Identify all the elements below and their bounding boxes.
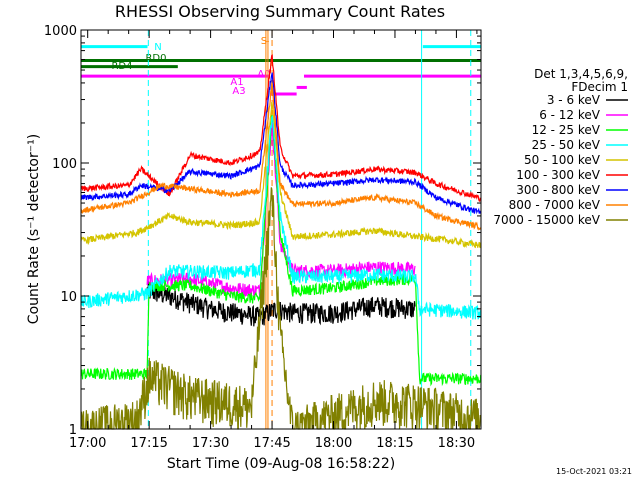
event-marker-label: S <box>261 36 267 47</box>
x-tick-label: 18:15 <box>376 436 413 451</box>
flag-label-n: N <box>154 42 161 53</box>
series-line-25-50-kev <box>80 115 482 320</box>
x-axis-label: Start Time (09-Aug-08 16:58:22) <box>167 456 395 472</box>
y-tick-label: 1 <box>69 423 77 438</box>
legend-label: 12 - 25 keV <box>532 123 601 137</box>
legend-label: 3 - 6 keV <box>547 93 601 107</box>
chart-title: RHESSI Observing Summary Count Rates <box>115 2 445 21</box>
series-line-7000-15000-kev <box>80 187 482 430</box>
series-layer <box>80 54 482 430</box>
series-line-6-12-kev <box>146 118 416 298</box>
legend-subheader: FDecim 1 <box>571 80 628 94</box>
flag-label-rd4: RD4 <box>111 61 132 72</box>
legend-label: 300 - 800 keV <box>516 183 600 197</box>
event-markers-layer: S– <box>147 30 472 429</box>
legend-label: 25 - 50 keV <box>532 138 601 152</box>
event-marker-dash: – <box>265 36 270 47</box>
x-tick-label: 17:00 <box>69 436 106 451</box>
series-line-800-7000-kev <box>80 82 482 231</box>
timestamp: 15-Oct-2021 03:21 <box>556 467 632 476</box>
x-tick-label: 17:45 <box>253 436 290 451</box>
flag-label-a0: A0 <box>257 69 270 80</box>
y-tick-label: 1000 <box>44 24 77 39</box>
legend-label: 800 - 7000 keV <box>509 198 601 212</box>
flag-label-a1: A1 <box>230 77 243 88</box>
series-line-3-6-kev <box>146 281 416 327</box>
x-tick-label: 18:00 <box>315 436 352 451</box>
x-tick-label: 17:15 <box>130 436 167 451</box>
legend-label: 100 - 300 keV <box>516 168 600 182</box>
x-tick-label: 18:30 <box>438 436 475 451</box>
flag-label-rd0: RD0 <box>145 53 166 64</box>
y-tick-label: 100 <box>52 157 77 172</box>
legend-header: Det 1,3,4,5,6,9, <box>534 67 628 81</box>
series-line-50-100-kev <box>80 101 482 249</box>
y-axis-label: Count Rate (s⁻¹ detector⁻¹) <box>26 134 42 324</box>
y-tick-label: 10 <box>60 290 77 305</box>
series-line-300-800-kev <box>80 72 482 215</box>
flag-label-a3: A3 <box>232 86 245 97</box>
legend-label: 7000 - 15000 keV <box>493 213 600 227</box>
axes-layer: 17:00 17:15 17:30 17:45 18:00 18:15 18:30 1 10 10… <box>44 24 481 451</box>
plot-frame <box>80 29 482 430</box>
legend-label: 50 - 100 keV <box>524 153 601 167</box>
legend-label: 6 - 12 keV <box>539 108 601 122</box>
series-line-100-300-kev <box>80 54 482 203</box>
x-tick-label: 17:30 <box>192 436 229 451</box>
